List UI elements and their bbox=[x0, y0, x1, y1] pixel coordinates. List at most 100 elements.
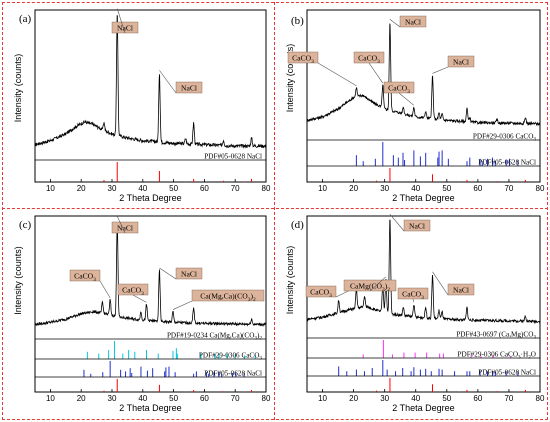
x-axis-label: 2 Theta Degree bbox=[392, 193, 454, 203]
chart-b: (b) Intensity (counts) 10 20 30 40 50 60 70 80 2 T… bbox=[285, 9, 545, 203]
annotation-arrow bbox=[159, 70, 177, 94]
annotation-arrow bbox=[389, 214, 405, 232]
x-tick-label: 30 bbox=[380, 394, 389, 403]
reference-label: PDF#05-0628 NaCl bbox=[204, 153, 262, 161]
annotation-box bbox=[175, 267, 203, 280]
annotation-label: NaCl bbox=[405, 18, 421, 27]
annotation-label: CaMg(CO3)2 bbox=[350, 282, 390, 293]
panel-label: (a) bbox=[19, 13, 32, 25]
panel-label: (b) bbox=[291, 15, 304, 27]
xrd-pattern bbox=[306, 219, 541, 325]
annotation-label: CaCO3 bbox=[292, 54, 314, 65]
panel-a: (a) Intensity (counts) 10 20 30 40 50 60 70 80 2 T… bbox=[4, 4, 272, 206]
x-tick-label: 10 bbox=[46, 394, 55, 403]
x-tick-label: 70 bbox=[231, 184, 240, 193]
x-axis-label: 2 Theta Degree bbox=[392, 403, 454, 413]
x-tick-label: 30 bbox=[380, 184, 389, 193]
x-tick-label: 40 bbox=[411, 394, 420, 403]
annotation-box bbox=[287, 51, 319, 64]
y-axis-label: Intensity (counts) bbox=[13, 246, 23, 315]
x-tick-label: 50 bbox=[442, 184, 451, 193]
plot-frame bbox=[306, 215, 541, 393]
reference-label: PDF#29-0306 CaCO3·H2O bbox=[458, 351, 537, 361]
annotation-label: NaCl bbox=[117, 224, 133, 233]
plot-frame bbox=[34, 215, 267, 393]
annotation-arrow bbox=[116, 8, 126, 34]
x-tick-label: 80 bbox=[262, 184, 271, 193]
annotation-label: NaCl bbox=[181, 270, 197, 279]
annotation-label: CaCO3 bbox=[122, 286, 144, 297]
annotation-arrow bbox=[132, 294, 147, 303]
annotation-arrow bbox=[398, 92, 415, 106]
annotation-label: NaCl bbox=[453, 58, 469, 67]
x-tick-label: 40 bbox=[138, 394, 147, 403]
annotation-label: CaCO3 bbox=[388, 84, 410, 95]
x-tick-label: 30 bbox=[108, 184, 117, 193]
annotation-label: NaCl bbox=[117, 24, 133, 33]
y-axis-label: Intensity (counts) bbox=[285, 246, 295, 315]
x-tick-label: 50 bbox=[169, 184, 178, 193]
x-tick-label: 70 bbox=[504, 394, 513, 403]
annotation-box bbox=[69, 269, 101, 282]
annotation-box bbox=[447, 55, 475, 68]
annotation-arrow bbox=[172, 300, 193, 310]
panel-c: (c) Intensity (counts) 10 20 30 40 50 60 70 80 2 T… bbox=[4, 210, 272, 418]
panel-d: (d) Intensity (counts) 10 20 30 40 50 60 70 80 2 T… bbox=[276, 210, 546, 418]
annotation-box bbox=[305, 285, 337, 298]
x-tick-label: 10 bbox=[46, 184, 55, 193]
x-tick-label: 70 bbox=[231, 394, 240, 403]
x-tick-label: 70 bbox=[504, 184, 513, 193]
annotation-arrow bbox=[412, 298, 415, 303]
panel-b: (b) Intensity (counts) 10 20 30 40 50 60 70 80 2 T… bbox=[276, 4, 546, 206]
x-tick-label: 50 bbox=[169, 394, 178, 403]
xrd-pattern bbox=[34, 15, 266, 150]
x-tick-label: 60 bbox=[473, 184, 482, 193]
annotation-arrow bbox=[432, 66, 449, 74]
annotation-label: NaCl bbox=[409, 222, 425, 231]
plot-frame bbox=[34, 9, 267, 183]
annotation-label: CaCO3 bbox=[402, 290, 424, 301]
annotation-label: CaCO3 bbox=[358, 54, 380, 65]
x-tick-label: 10 bbox=[318, 394, 327, 403]
reference-label: PDF#05-0628 NaCl bbox=[478, 369, 536, 377]
x-tick-label: 50 bbox=[442, 394, 451, 403]
reference-label: PDF#29-0306 CaCO3 bbox=[199, 352, 263, 362]
plot-frame bbox=[306, 9, 541, 183]
x-tick-label: 20 bbox=[349, 394, 358, 403]
annotation-arrow bbox=[432, 271, 449, 296]
reference-label: PDF#29-0306 CaCO3 bbox=[473, 133, 537, 143]
annotation-label: CaCO3 bbox=[310, 288, 332, 299]
reference-label: PDF#05-0628 NaCl bbox=[204, 370, 262, 378]
x-tick-label: 40 bbox=[138, 184, 147, 193]
horizontal-divider bbox=[2, 208, 548, 209]
panel-label: (d) bbox=[291, 219, 304, 231]
annotation-label: NaCl bbox=[453, 286, 469, 295]
annotation-box bbox=[175, 81, 203, 94]
annotation-arrow bbox=[159, 267, 177, 280]
annotation-box bbox=[447, 283, 475, 296]
annotation-arrow bbox=[99, 280, 111, 299]
panel-label: (c) bbox=[19, 219, 32, 231]
annotation-label: NaCl bbox=[181, 84, 197, 93]
annotation-box bbox=[399, 15, 427, 28]
annotation-arrow bbox=[369, 276, 387, 292]
chart-a: (a) Intensity (counts) 10 20 30 40 50 60 70 80 2 T… bbox=[13, 8, 271, 203]
chart-d: (d) Intensity (counts) 10 20 30 40 50 60 70 80 2 T… bbox=[285, 214, 545, 413]
xrd-pattern bbox=[306, 23, 541, 127]
x-tick-label: 20 bbox=[349, 184, 358, 193]
reference-label: PDF#19-0234 Ca(Mg,Ca)(CO3)2 bbox=[167, 332, 262, 342]
x-tick-label: 80 bbox=[262, 394, 271, 403]
reference-label: PDF#43-0697 (Ca,Mg)CO3 bbox=[456, 331, 536, 341]
x-tick-label: 80 bbox=[536, 394, 545, 403]
vertical-divider bbox=[274, 2, 275, 420]
x-tick-label: 80 bbox=[536, 184, 545, 193]
x-tick-label: 60 bbox=[200, 184, 209, 193]
x-axis-label: 2 Theta Degree bbox=[119, 403, 181, 413]
x-axis-label: 2 Theta Degree bbox=[119, 193, 181, 203]
x-tick-label: 20 bbox=[77, 184, 86, 193]
annotation-label: Ca(Mg,Ca)(CO3)2 bbox=[200, 292, 256, 303]
y-axis-label: Intensity (counts) bbox=[13, 54, 23, 123]
annotation-arrow bbox=[368, 62, 384, 84]
x-tick-label: 30 bbox=[108, 394, 117, 403]
